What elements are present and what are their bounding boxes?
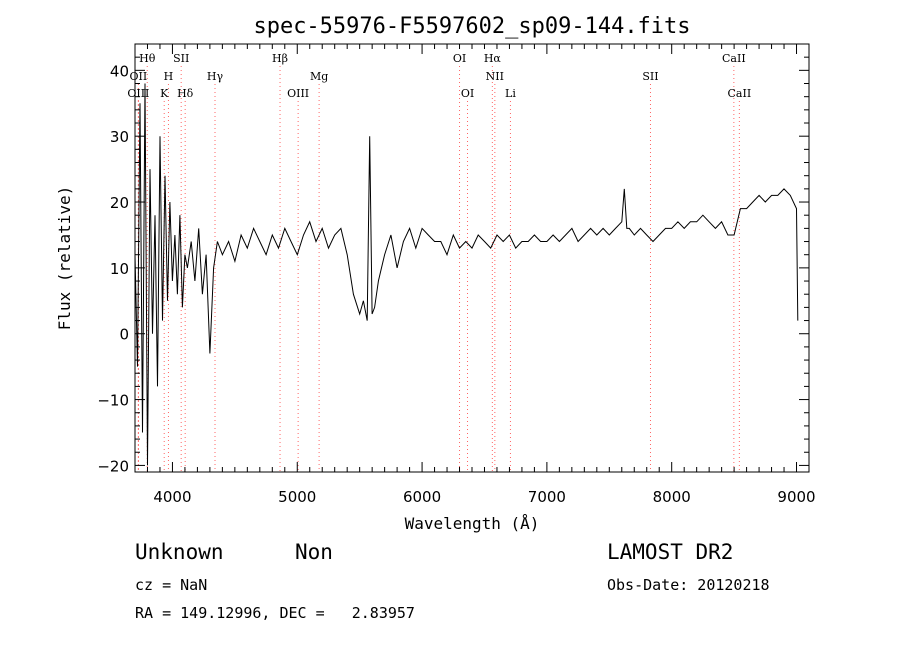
x-tick-label: 9000 — [777, 488, 815, 506]
chart-title: spec-55976-F5597602_sp09-144.fits — [253, 14, 690, 39]
marker-label-2: OIII — [127, 87, 149, 100]
cz-value: cz = NaN — [135, 576, 208, 594]
marker-label-7: Hγ — [207, 70, 224, 83]
marker-label-4: H — [164, 70, 174, 83]
marker-label-5: K — [160, 87, 169, 100]
y-axis: −20 −10 0 10 20 30 40 — [97, 43, 809, 475]
ra-dec-coords: RA = 149.12996, DEC = 2.83957 — [135, 604, 415, 622]
y-tick-label: 20 — [110, 194, 129, 212]
marker-label-8: Hβ — [272, 52, 288, 65]
x-tick-label: 6000 — [403, 488, 441, 506]
marker-label-3: SII — [173, 52, 189, 65]
marker-label-18: CaII — [728, 87, 752, 100]
y-tick-label: 40 — [110, 62, 129, 80]
marker-label-0: Hθ — [139, 52, 156, 65]
y-axis-label: Flux (relative) — [55, 186, 74, 331]
x-axis: 4000 5000 6000 7000 8000 9000 — [134, 44, 816, 506]
marker-label-15: Li — [505, 87, 516, 100]
marker-label-11: OI — [453, 52, 466, 65]
obs-date: Obs-Date: 20120218 — [607, 576, 770, 594]
y-tick-label: 10 — [110, 260, 129, 278]
y-tick-label: 30 — [110, 128, 129, 146]
y-tick-label: −20 — [97, 457, 129, 475]
marker-label-13: NII — [486, 70, 504, 83]
class-label: Unknown — [135, 540, 224, 564]
marker-label-10: OIII — [287, 87, 309, 100]
x-tick-label: 5000 — [278, 488, 316, 506]
marker-label-16: SII — [642, 70, 658, 83]
marker-label-14: OI — [461, 87, 474, 100]
marker-label-9: Mg — [310, 70, 328, 83]
y-tick-label: 0 — [119, 326, 129, 344]
emission-line-markers — [137, 66, 740, 472]
y-tick-label: −10 — [97, 392, 129, 410]
spectrum-line — [134, 83, 799, 466]
marker-label-17: CaII — [722, 52, 746, 65]
x-tick-label: 7000 — [528, 488, 566, 506]
x-axis-label: Wavelength (Å) — [405, 514, 540, 533]
subclass-label: Non — [295, 540, 333, 564]
marker-label-12: Hα — [484, 52, 502, 65]
marker-label-6: Hδ — [177, 87, 194, 100]
survey-label: LAMOST DR2 — [607, 540, 734, 564]
x-tick-label: 8000 — [653, 488, 691, 506]
x-tick-label: 4000 — [153, 488, 191, 506]
marker-label-1: OII — [130, 70, 148, 83]
